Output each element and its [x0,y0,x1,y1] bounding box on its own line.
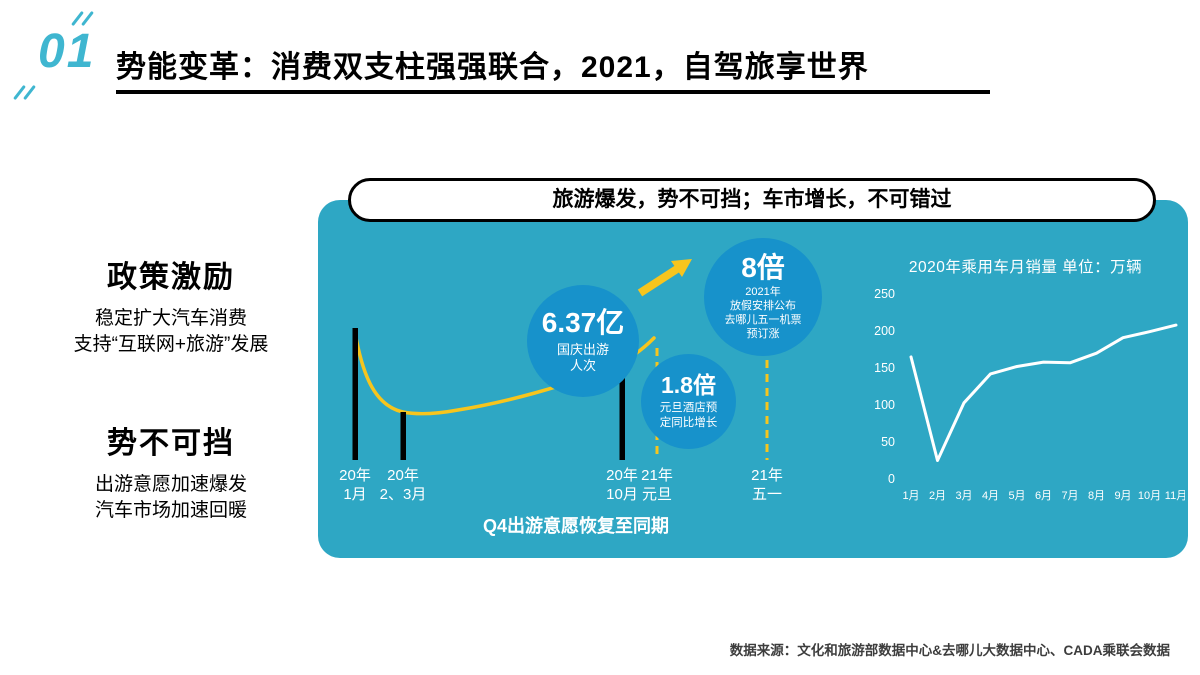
momentum-heading: 势不可挡 [107,427,235,460]
axis-label-oct20: 20年 10月 [606,467,638,504]
y-tick-label: 250 [874,287,895,301]
x-tick-label: 4月 [982,490,999,502]
x-tick-label: 8月 [1088,490,1105,502]
insight-panel: 旅游爆发，势不可挡；车市增长，不可错过 20年 1月 20年 2、3月 20年 … [318,178,1188,558]
timeline-bar-febmar20 [400,412,406,460]
y-tick-label: 150 [874,361,895,375]
page-number-block: 01 [13,10,120,106]
yellow-arrow-icon [637,259,692,297]
schematic-caption: Q4出游意愿恢复至同期 [482,516,669,536]
car-sales-chart: 2020年乘用车月销量 单位：万辆 0 50 100 150 200 250 1月 2月 3月 4… [863,255,1188,514]
policy-text-block: 政策激励 稳定扩大汽车消费 支持“互联网+旅游”发展 [22,252,320,358]
momentum-line-1: 出游意愿加速爆发 [94,474,247,495]
y-tick-label: 50 [881,435,895,449]
policy-line-2: 支持“互联网+旅游”发展 [73,334,269,356]
page-number: 01 [38,25,96,78]
momentum-line-2: 汽车市场加速回暖 [94,500,247,522]
car-sales-line-chart: 0 50 100 150 200 250 1月 2月 3月 4月 5月 6月 7月 8月 9月 10月 11月 [874,287,1185,502]
stat-bubble-national-day: 6.37亿 国庆出游 人次 [527,285,639,397]
data-source-note: 数据来源：文化和旅游部数据中心&去哪儿大数据中心、CADA乘联会数据 [729,643,1170,658]
policy-heading: 政策激励 [107,261,235,294]
x-tick-label: 7月 [1061,490,1078,502]
x-tick-label: 9月 [1114,490,1131,502]
policy-line-1: 稳定扩大汽车消费 [94,308,247,329]
axis-label-newyear21: 21年 元旦 [641,467,673,504]
y-tick-label: 200 [874,324,895,338]
x-tick-label: 3月 [955,490,972,502]
stat-bubble-mayday-flight: 8倍 2021年 放假安排公布 去哪儿五一机票 预订涨 [704,238,822,356]
x-tick-label: 5月 [1008,490,1025,502]
slide-title: 势能变革：消费双支柱强强联合，2021，自驾旅享世界 [116,51,869,84]
x-tick-label: 2月 [929,490,946,502]
y-tick-label: 0 [888,472,895,486]
timeline-bar-oct20 [619,378,625,460]
momentum-text-block: 势不可挡 出游意愿加速爆发 汽车市场加速回暖 [22,418,320,524]
timeline-bar-jan20 [352,328,358,460]
x-tick-label: 10月 [1138,490,1161,502]
sales-line-series [909,323,1178,462]
panel-banner: 旅游爆发，势不可挡；车市增长，不可错过 [348,178,1156,222]
y-tick-label: 100 [874,398,895,412]
x-tick-label: 6月 [1035,490,1052,502]
x-tick-label: 11月 [1165,490,1185,502]
car-sales-chart-title: 2020年乘用车月销量 单位：万辆 [908,259,1143,276]
stat-bubble-newyear-hotel: 1.8倍 元旦酒店预 定同比增长 [641,354,736,449]
axis-label-mayday21: 21年 五一 [751,467,783,504]
x-tick-label: 1月 [902,490,919,502]
axis-label-febmar20: 20年 2、3月 [379,467,427,504]
axis-label-jan20: 20年 1月 [339,467,371,504]
title-underline [116,90,990,94]
